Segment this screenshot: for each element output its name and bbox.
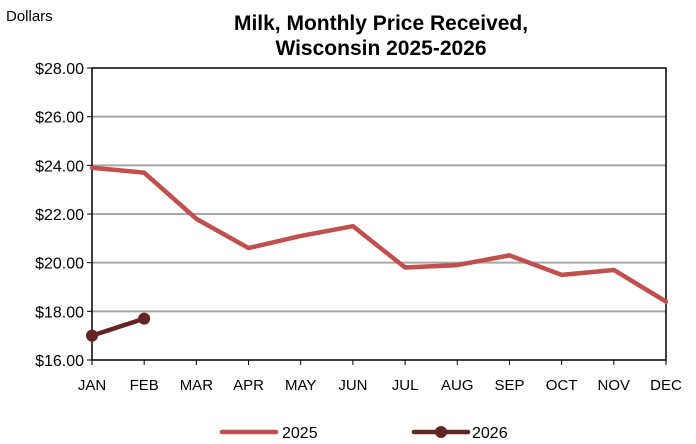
x-tick-label: OCT [546, 377, 578, 394]
series-line-2025 [89, 165, 669, 304]
y-tick-label: $18.00 [35, 304, 84, 321]
y-unit-label: Dollars [6, 8, 53, 25]
y-tick-label: $22.00 [35, 207, 84, 224]
data-point-2026 [138, 312, 151, 325]
series-lines [86, 165, 669, 342]
y-tick-label: $28.00 [35, 61, 84, 78]
y-tick-label: $16.00 [35, 353, 84, 370]
x-tick-label: DEC [650, 377, 682, 394]
legend-label-2025: 2025 [282, 425, 318, 442]
legend: 2025 2026 [219, 425, 508, 442]
x-tick-label: JUL [392, 377, 419, 394]
y-tick-label: $20.00 [35, 256, 84, 273]
x-tick-label: SEP [494, 377, 524, 394]
x-tick-label: MAY [285, 377, 316, 394]
legend-label-2026: 2026 [472, 425, 508, 442]
x-tick-label: FEB [130, 377, 159, 394]
chart-title-line-2: Wisconsin 2025-2026 [275, 37, 486, 60]
x-tick-label: MAR [180, 377, 214, 394]
data-point-2026 [86, 329, 98, 342]
x-tick-label: APR [233, 377, 264, 394]
gridlines [92, 115, 666, 313]
x-tick-label: NOV [598, 377, 631, 394]
chart-title-line-1: Milk, Monthly Price Received, [234, 12, 528, 35]
x-tick-label: JAN [78, 377, 106, 394]
y-axis-ticks: $16.00 $18.00 $20.00 $22.00 $24.00 $26.00 $28.… [35, 61, 92, 370]
x-tick-label: AUG [441, 377, 474, 394]
y-tick-label: $26.00 [35, 110, 84, 127]
x-axis-ticks: JAN FEB MAR APR MAY JUN JUL AUG SEP OCT NOV DEC [78, 360, 682, 394]
x-tick-label: JUN [338, 377, 367, 394]
legend-marker-2026 [435, 426, 447, 438]
y-tick-label: $24.00 [35, 158, 84, 175]
series-line-2026 [89, 316, 147, 338]
